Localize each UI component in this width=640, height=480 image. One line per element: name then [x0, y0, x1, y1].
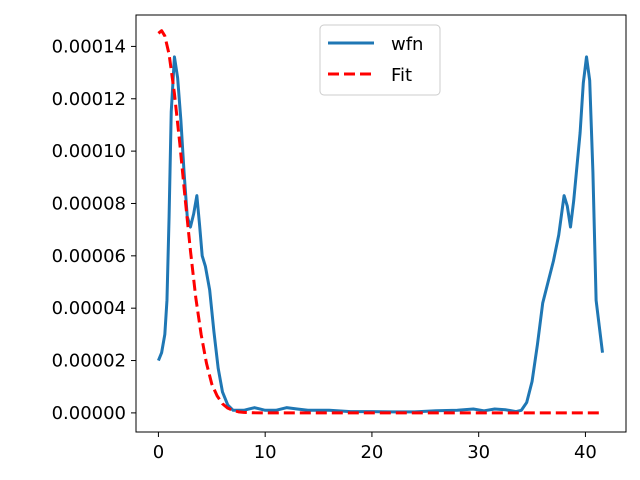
x-axis: 0 10 20 30 40	[153, 432, 597, 463]
y-axis: 0.00000 0.00002 0.00004 0.00006 0.00008 0.000…	[52, 36, 136, 424]
y-tick-label: 0.00004	[52, 298, 126, 319]
y-tick-label: 0.00014	[52, 36, 126, 57]
plot-frame	[135, 14, 627, 433]
series-line-wfn	[157, 55, 604, 414]
y-tick-label: 0.00012	[52, 89, 126, 110]
legend-label-wfn: wfn	[391, 34, 423, 55]
y-tick-label: 0.00002	[52, 351, 126, 372]
x-tick-label: 40	[574, 442, 597, 463]
x-tick-label: 20	[360, 442, 383, 463]
series-layer	[157, 29, 604, 415]
y-tick-label: 0.00008	[52, 193, 126, 214]
x-tick-label: 0	[153, 442, 164, 463]
legend-label-fit: Fit	[391, 65, 412, 86]
y-tick-label: 0.00006	[52, 246, 126, 267]
y-tick-label: 0.00000	[52, 403, 126, 424]
legend: wfn Fit	[319, 24, 441, 96]
x-tick-label: 10	[254, 442, 277, 463]
y-tick-label: 0.00010	[52, 141, 126, 162]
x-tick-label: 30	[467, 442, 490, 463]
